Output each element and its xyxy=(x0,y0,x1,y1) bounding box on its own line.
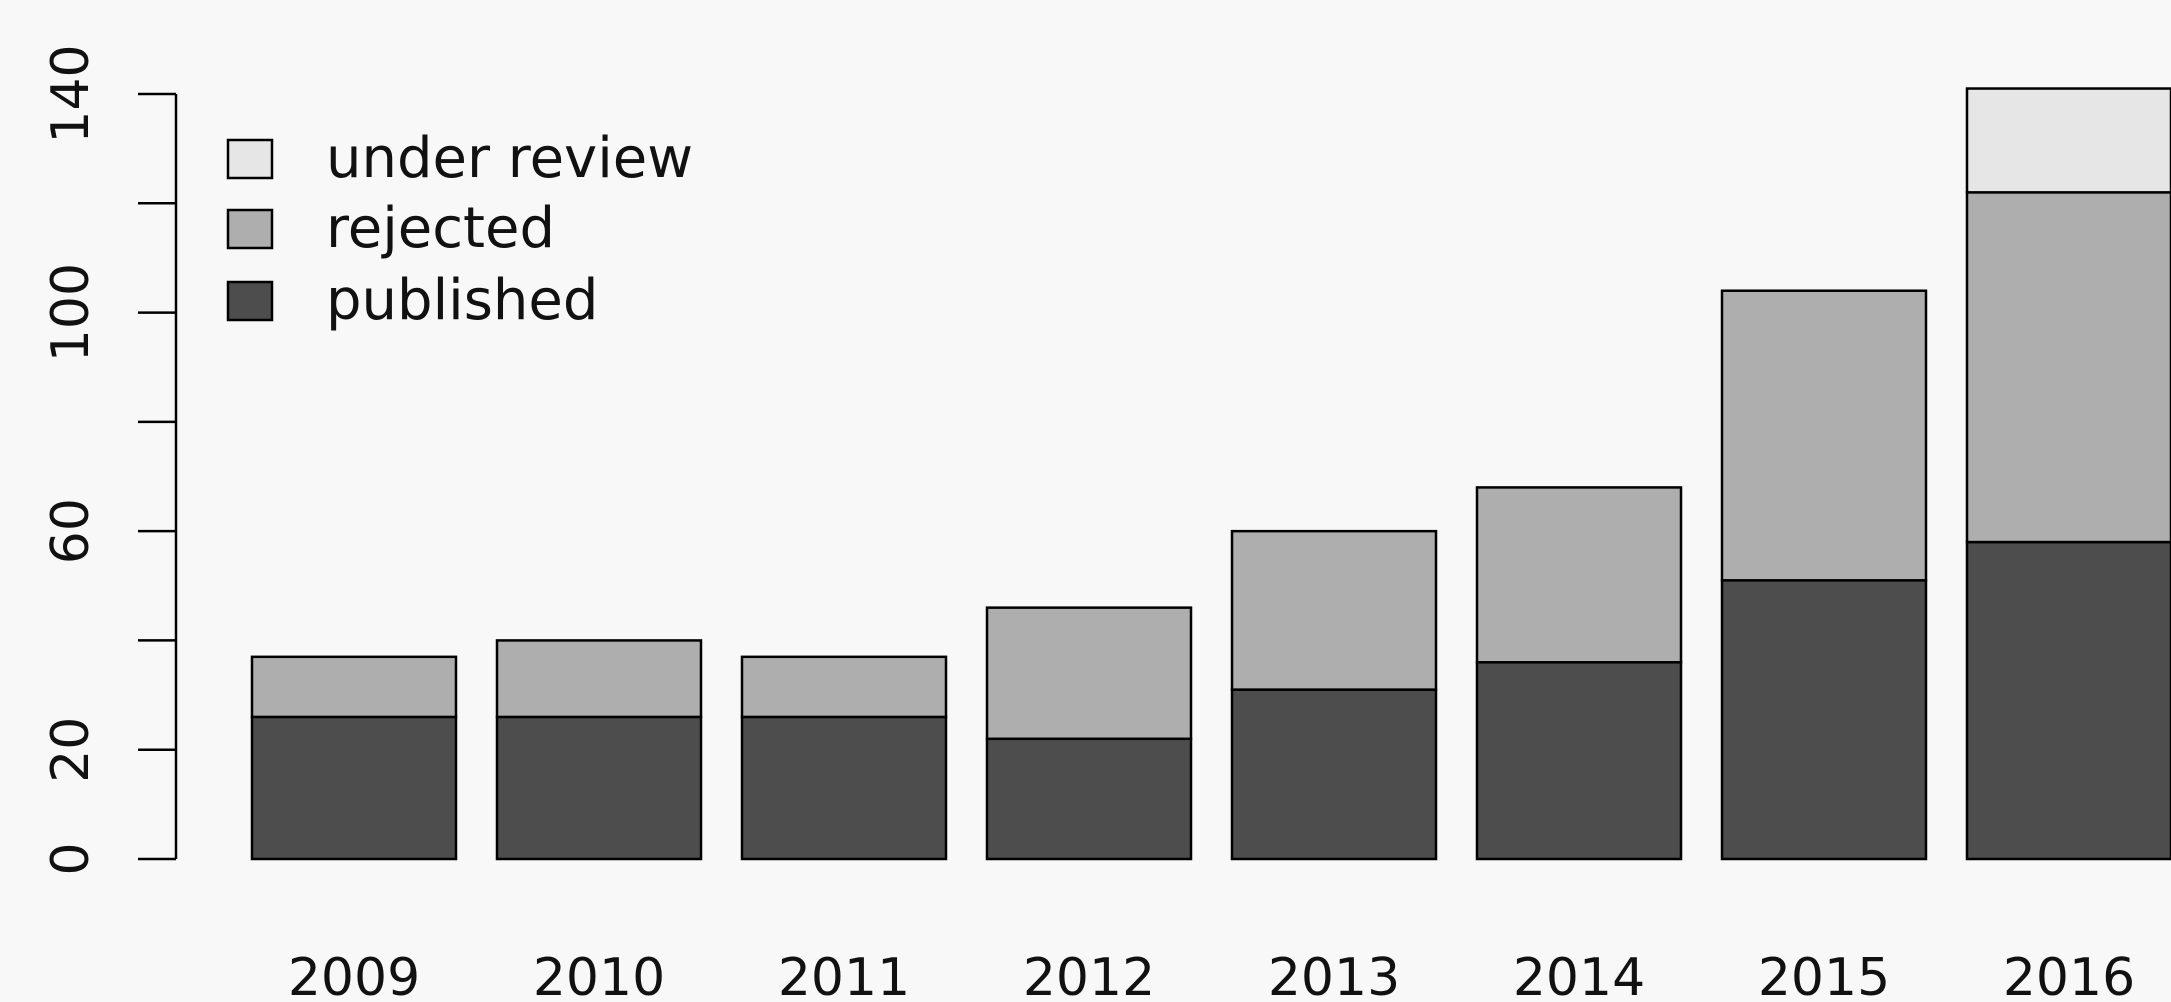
y-tick-label: 100 xyxy=(41,263,101,362)
bar-rejected-2015 xyxy=(1720,289,1928,582)
x-tick-label: 2013 xyxy=(1268,948,1400,997)
bar-published-2012 xyxy=(985,737,1193,861)
bar-rejected-2010 xyxy=(495,639,703,719)
bar-published-2014 xyxy=(1475,661,1683,861)
x-tick-label: 2010 xyxy=(533,948,665,997)
bars xyxy=(250,87,2171,861)
y-tick-label: 60 xyxy=(41,498,101,564)
y-tick-label: 20 xyxy=(41,717,101,783)
bar-under-review-2016 xyxy=(1965,87,2171,194)
x-tick-label: 2012 xyxy=(1023,948,1155,997)
bar-rejected-2014 xyxy=(1475,486,1683,664)
bar-rejected-2012 xyxy=(985,606,1193,741)
bar-rejected-2013 xyxy=(1230,529,1438,691)
bar-published-2013 xyxy=(1230,688,1438,861)
x-tick-label: 2009 xyxy=(288,948,420,997)
bar-published-2015 xyxy=(1720,579,1928,861)
y-tick-label: 0 xyxy=(41,842,101,875)
legend-label: rejected xyxy=(326,196,555,261)
x-tick-label: 2014 xyxy=(1513,948,1645,997)
legend-label: published xyxy=(326,268,598,333)
bar-rejected-2011 xyxy=(740,655,948,719)
y-axis: 0 20 60 100 140 xyxy=(41,44,178,876)
x-axis-labels: 2009 2010 2011 2012 2013 2014 2015 2016 xyxy=(288,948,2135,1002)
bar-published-2009 xyxy=(250,715,458,861)
bar-published-2016 xyxy=(1965,540,2171,861)
legend-label: under review xyxy=(326,126,693,191)
legend-swatch-rejected xyxy=(226,208,274,250)
bar-published-2011 xyxy=(740,715,948,861)
x-tick-label: 2016 xyxy=(2003,948,2135,997)
y-tick-label: 140 xyxy=(41,44,101,143)
bar-rejected-2016 xyxy=(1965,191,2171,544)
bar-published-2010 xyxy=(495,715,703,861)
x-tick-label: 2011 xyxy=(778,948,910,997)
bar-rejected-2009 xyxy=(250,655,458,719)
legend-swatch-published xyxy=(226,280,274,322)
x-tick-label: 2015 xyxy=(1758,948,1890,997)
legend-swatch-under-review xyxy=(226,138,274,180)
